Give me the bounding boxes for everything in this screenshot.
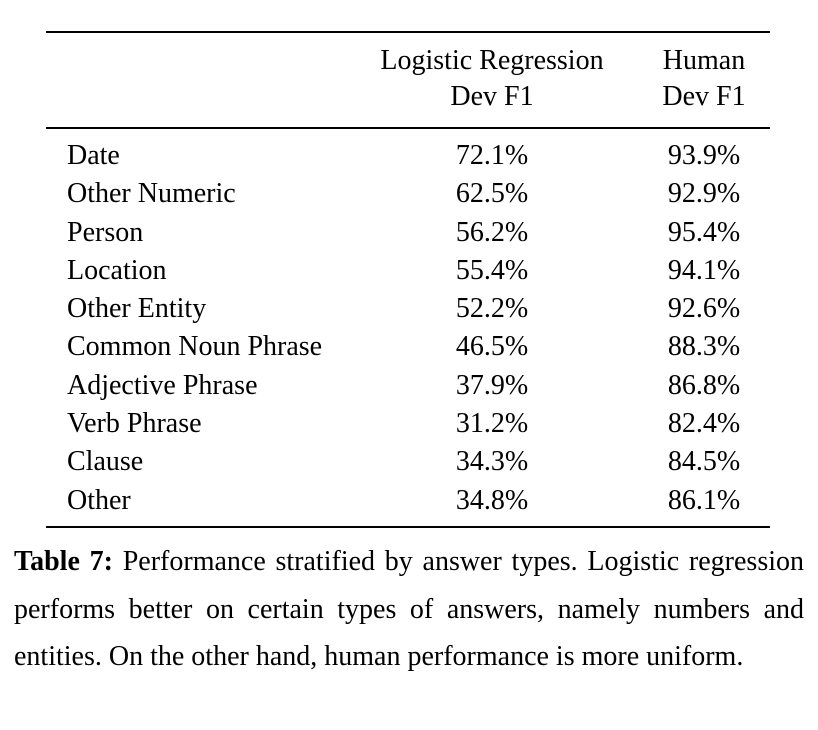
table-row: Common Noun Phrase 46.5% 88.3%	[0, 328, 818, 366]
human-f1-cell: 82.4%	[667, 408, 741, 440]
logistic-f1-cell: 34.8%	[455, 484, 529, 516]
table-body: Date 72.1% 93.9% Other Numeric 62.5% 92.…	[0, 137, 818, 520]
answer-type-cell: Other Entity	[67, 293, 207, 325]
human-f1-cell: 94.1%	[667, 254, 741, 286]
caption-label: Table 7:	[14, 546, 113, 577]
human-f1-cell: 93.9%	[667, 140, 741, 171]
answer-type-cell: Verb Phrase	[67, 408, 202, 440]
human-f1-cell: 86.8%	[667, 369, 741, 401]
human-f1-cell: 95.4%	[667, 216, 741, 248]
human-f1-cell: 92.6%	[667, 293, 741, 325]
answer-type-cell: Person	[67, 216, 144, 248]
table-bottom-rule	[46, 526, 770, 528]
table-row: Date 72.1% 93.9%	[0, 137, 818, 175]
table-row: Other Entity 52.2% 92.6%	[0, 290, 818, 328]
caption-text: Performance stratified by answer types. …	[14, 546, 805, 672]
answer-type-cell: Location	[67, 254, 167, 286]
header-logistic-line-2: Dev F1	[450, 81, 534, 112]
logistic-f1-cell: 56.2%	[455, 216, 529, 248]
header-human-line-1: Human	[662, 45, 746, 76]
header-human: Human Dev F1	[636, 43, 772, 115]
table-row: Location 55.4% 94.1%	[0, 252, 818, 290]
logistic-f1-cell: 34.3%	[455, 446, 529, 478]
table-row: Adjective Phrase 37.9% 86.8%	[0, 367, 818, 405]
table-top-rule	[46, 31, 770, 33]
answer-type-cell: Other	[67, 484, 131, 516]
logistic-f1-cell: 55.4%	[455, 254, 529, 286]
header-logistic-regression: Logistic Regression Dev F1	[362, 43, 622, 115]
header-logistic-line-1: Logistic Regression	[380, 45, 604, 76]
logistic-f1-cell: 46.5%	[455, 331, 529, 363]
answer-type-cell: Other Numeric	[67, 178, 236, 210]
table-row: Clause 34.3% 84.5%	[0, 443, 818, 481]
logistic-f1-cell: 72.1%	[455, 140, 529, 171]
table-caption: Table 7: Performance stratified by answe…	[14, 538, 804, 681]
table-header-rule	[46, 127, 770, 129]
header-human-line-2: Dev F1	[662, 81, 746, 112]
answer-type-cell: Adjective Phrase	[67, 369, 258, 401]
table-row: Other 34.8% 86.1%	[0, 482, 818, 520]
human-f1-cell: 88.3%	[667, 331, 741, 363]
table-row: Person 56.2% 95.4%	[0, 214, 818, 252]
logistic-f1-cell: 31.2%	[455, 408, 529, 440]
human-f1-cell: 92.9%	[667, 178, 741, 210]
answer-type-cell: Clause	[67, 446, 144, 478]
logistic-f1-cell: 62.5%	[455, 178, 529, 210]
answer-type-cell: Common Noun Phrase	[67, 331, 323, 363]
answer-type-cell: Date	[67, 140, 120, 171]
table-row: Verb Phrase 31.2% 82.4%	[0, 405, 818, 443]
human-f1-cell: 84.5%	[667, 446, 741, 478]
human-f1-cell: 86.1%	[667, 484, 741, 516]
logistic-f1-cell: 52.2%	[455, 293, 529, 325]
logistic-f1-cell: 37.9%	[455, 369, 529, 401]
table-row: Other Numeric 62.5% 92.9%	[0, 175, 818, 213]
